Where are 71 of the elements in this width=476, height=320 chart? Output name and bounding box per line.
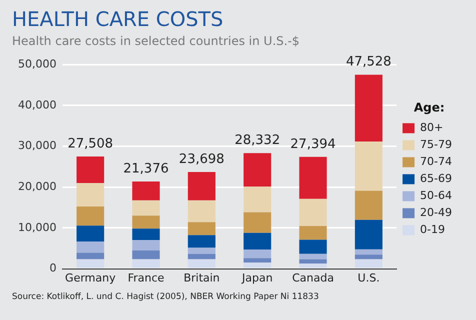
chart-title: HEALTH CARE COSTS [12, 6, 224, 32]
legend-label: 50-64 [420, 189, 452, 202]
bar [244, 258, 272, 263]
bar [132, 259, 160, 268]
bar [132, 228, 160, 240]
bar [188, 259, 216, 268]
bar [188, 248, 216, 254]
y-tick-label: 0 [49, 262, 56, 275]
x-tick-label: Germany [65, 271, 116, 284]
bar [76, 242, 104, 253]
x-tick-label: Japan [241, 271, 273, 284]
bar [354, 249, 382, 255]
bar [354, 254, 382, 260]
x-tick-label: U.S. [358, 271, 380, 284]
y-tick-label: 50,000 [18, 57, 56, 70]
bar [132, 182, 160, 200]
bar [299, 226, 327, 240]
bar [244, 262, 272, 268]
bar [244, 212, 272, 233]
x-tick-label: France [128, 271, 165, 284]
total-label: 47,528 [346, 54, 392, 70]
total-label: 28,332 [234, 132, 280, 148]
bar [354, 141, 382, 191]
legend-label: 20-49 [420, 206, 452, 220]
bar [354, 259, 382, 268]
bar [76, 259, 104, 268]
bar [299, 198, 327, 226]
bar [354, 74, 382, 142]
source-note: Source: Kotlikoff, L. und C. Hagist (2005), NBER Working Paper Ni 11833 [12, 292, 320, 302]
legend-label: 80+ [420, 121, 444, 134]
x-tick-label: Britain [184, 271, 220, 284]
y-tick-label: 20,000 [18, 180, 56, 193]
total-label: 23,698 [178, 152, 224, 167]
bar [188, 200, 216, 222]
bar [299, 254, 327, 260]
x-tick-label: Canada [292, 271, 334, 284]
total-label: 21,376 [123, 161, 169, 176]
bar [244, 153, 272, 187]
bar [354, 190, 382, 220]
bar [244, 250, 272, 258]
bar [244, 232, 272, 250]
bar [132, 200, 160, 216]
total-label: 27,394 [290, 136, 336, 152]
y-tick-label: 40,000 [18, 98, 56, 112]
bar [188, 235, 216, 248]
bar [76, 156, 104, 184]
bar [76, 206, 104, 226]
bar [244, 186, 272, 212]
legend-label: 0-19 [420, 223, 446, 236]
y-tick-label: 10,000 [18, 220, 56, 234]
bar [76, 252, 104, 260]
y-tick-label: 30,000 [18, 139, 56, 152]
legend-label: 70-74 [420, 155, 452, 168]
bar [188, 172, 216, 200]
bar [76, 183, 104, 206]
bar [188, 254, 216, 260]
bar [299, 240, 327, 254]
bar [354, 220, 382, 250]
legend-title: Age: [414, 100, 445, 114]
bar [299, 259, 327, 264]
legend-label: 75-79 [420, 138, 452, 152]
bar [76, 226, 104, 242]
bar [299, 263, 327, 268]
bar [132, 250, 160, 260]
bar [299, 156, 327, 199]
bar [132, 216, 160, 229]
bar [132, 240, 160, 250]
legend-label: 65-69 [420, 172, 452, 186]
total-label: 27,508 [68, 136, 114, 152]
bar [188, 222, 216, 236]
chart-subtitle: Health care costs in selected countries in U.S.-$ [12, 33, 301, 50]
